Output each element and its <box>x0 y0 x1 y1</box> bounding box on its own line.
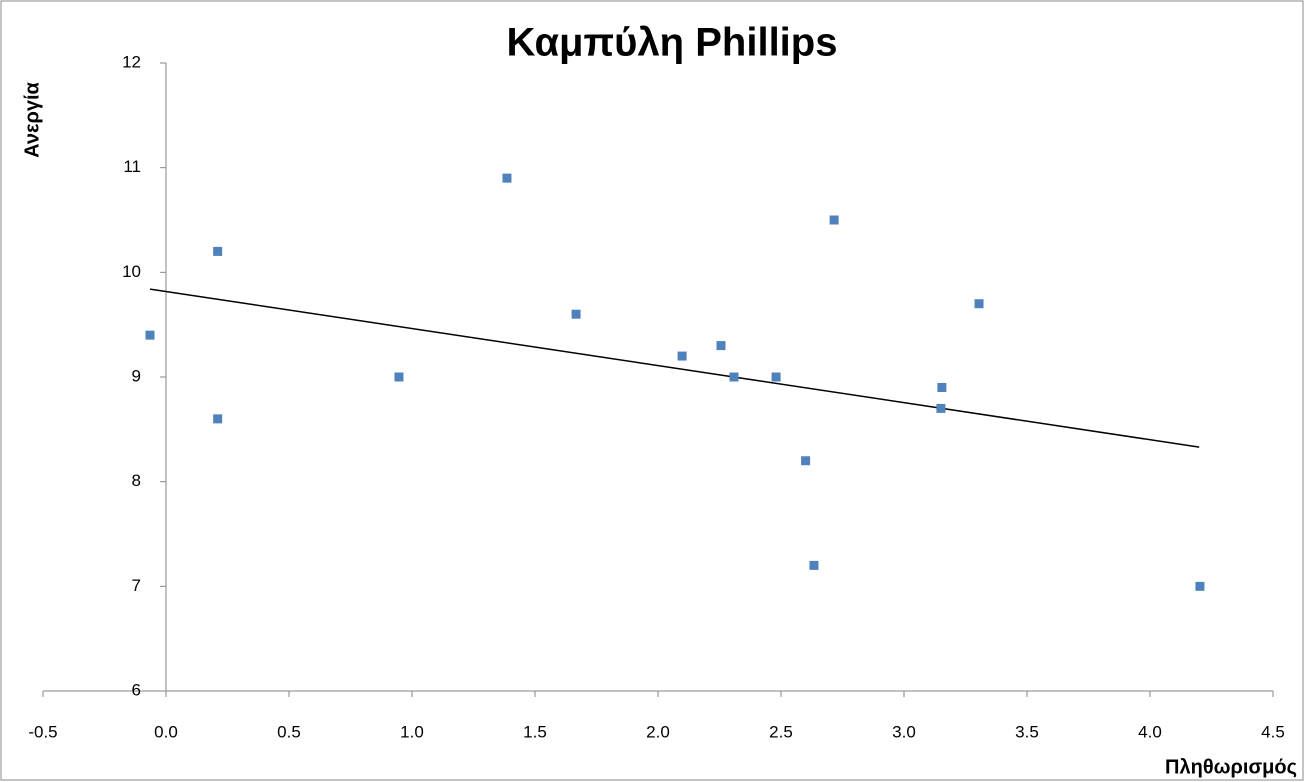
x-axis-label: Πληθωρισμός <box>1165 756 1297 778</box>
point <box>809 560 819 570</box>
x-tick-label: 1.5 <box>523 722 547 741</box>
x-tick-label: 2.0 <box>646 722 670 741</box>
y-tick-label: 7 <box>132 576 141 595</box>
y-tick-label: 6 <box>132 680 141 699</box>
point <box>771 372 781 382</box>
y-tick-label: 12 <box>122 52 141 71</box>
point <box>974 299 984 309</box>
point <box>394 372 404 382</box>
point <box>677 351 687 361</box>
x-tick-label: 1.0 <box>400 722 424 741</box>
point <box>213 246 223 256</box>
trendline <box>149 288 1200 448</box>
y-tick-label: 11 <box>123 157 141 176</box>
x-tick-label: 0.5 <box>277 722 301 741</box>
y-tick-label: 9 <box>132 366 141 385</box>
point <box>1195 581 1205 591</box>
point <box>936 403 946 413</box>
point <box>213 414 223 424</box>
point <box>937 382 947 392</box>
x-tick-label: 4.0 <box>1138 722 1162 741</box>
y-axis-label: Ανεργία <box>21 81 43 157</box>
point <box>502 173 512 183</box>
x-tick-label: 3.0 <box>892 722 916 741</box>
point <box>829 215 839 225</box>
point <box>145 330 155 340</box>
x-tick-label: 4.5 <box>1261 722 1285 741</box>
point <box>571 309 581 319</box>
chart-title: Καμπύλη Phillips <box>507 21 838 65</box>
y-tick-label: 8 <box>132 471 141 490</box>
x-tick-label: -0.5 <box>28 722 57 741</box>
x-tick-label: 2.5 <box>769 722 793 741</box>
y-tick-label: 10 <box>122 262 141 281</box>
point <box>801 456 811 466</box>
point <box>729 372 739 382</box>
x-tick-label: 3.5 <box>1015 722 1039 741</box>
x-tick-label: 0.0 <box>154 722 178 741</box>
point <box>716 341 726 351</box>
